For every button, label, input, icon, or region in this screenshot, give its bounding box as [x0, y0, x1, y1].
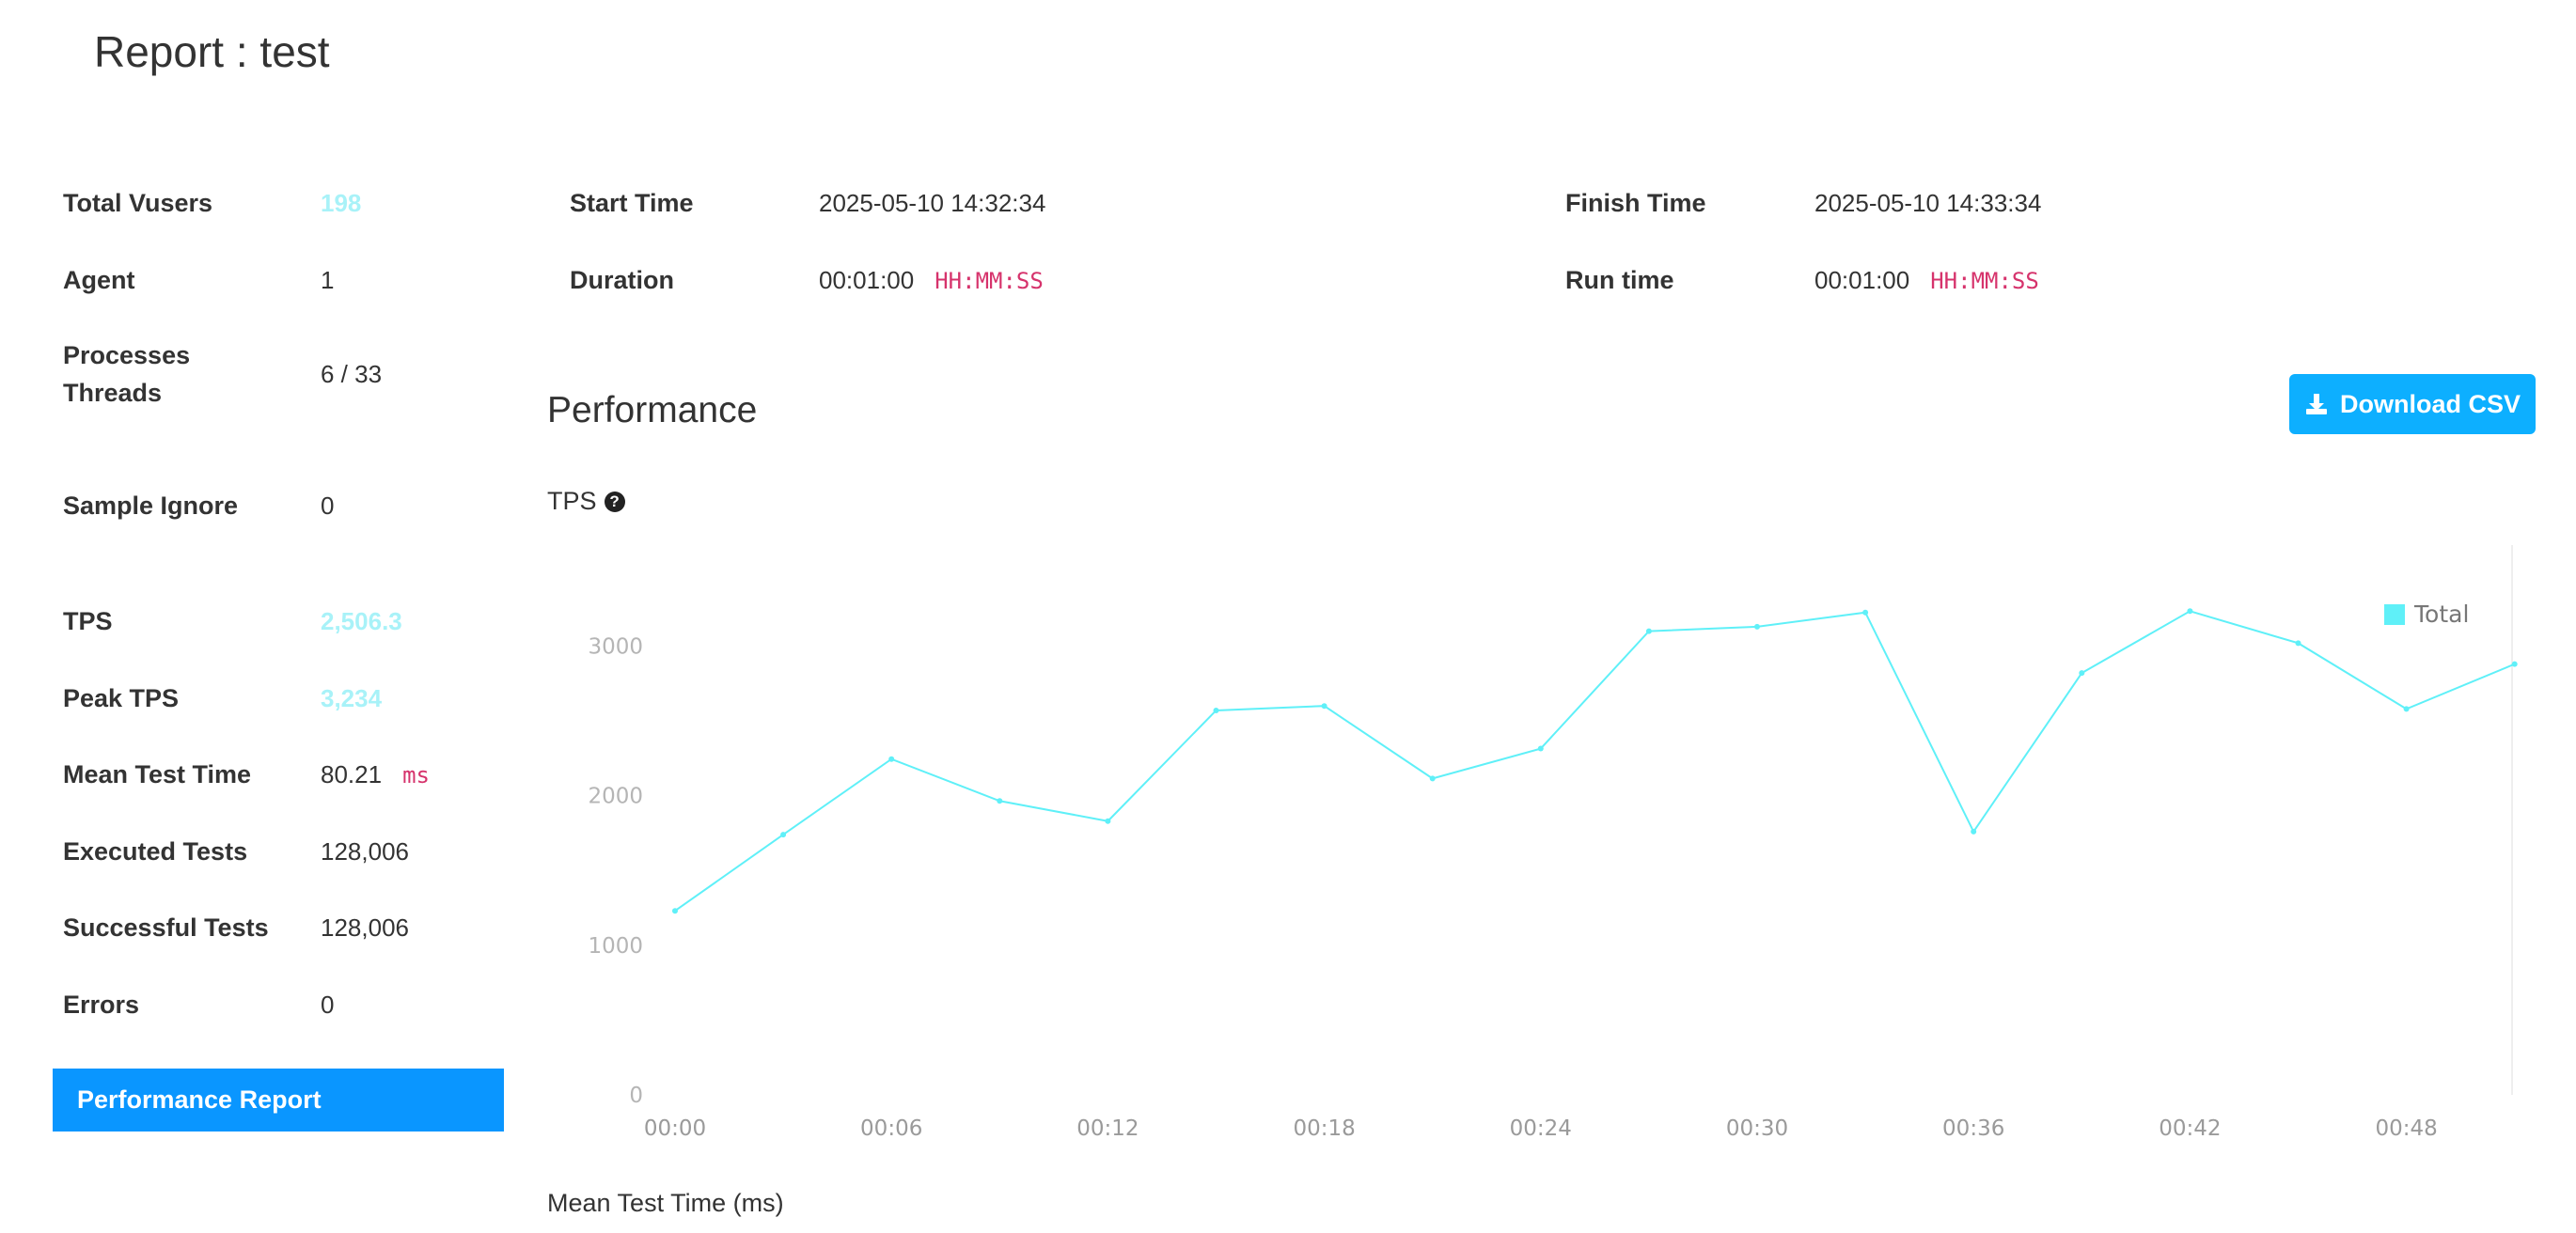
page-title: Report : test — [94, 27, 330, 76]
mean-test-time-value-group: 80.21 ms — [321, 756, 430, 794]
legend-swatch — [2384, 604, 2405, 625]
run-time-label: Run time — [1565, 266, 1674, 294]
x-tick-label: 00:18 — [1293, 1116, 1355, 1141]
finish-time-label: Finish Time — [1565, 189, 1706, 217]
x-tick-label: 00:00 — [644, 1116, 706, 1141]
processes-label: Processes — [63, 341, 191, 369]
y-tick-label: 3000 — [588, 635, 643, 660]
processes-threads-value: 6 / 33 — [321, 360, 383, 388]
legend-label: Total — [2413, 601, 2469, 628]
performance-section-title: Performance — [547, 390, 758, 430]
peak-tps-label: Peak TPS — [63, 684, 180, 712]
agent-label: Agent — [63, 266, 135, 294]
data-point — [2079, 670, 2085, 677]
data-point — [1537, 745, 1544, 752]
executed-tests-value: 128,006 — [321, 837, 409, 866]
data-point — [1754, 623, 1760, 630]
run-time-value-group: 00:01:00 HH:MM:SS — [1814, 261, 2039, 300]
tps-chart-label: TPS ? — [547, 487, 625, 516]
series-line-total — [674, 610, 2516, 913]
start-time-label: Start Time — [570, 189, 694, 217]
data-point — [2511, 661, 2518, 667]
y-tick-label: 0 — [629, 1084, 643, 1108]
data-point — [1645, 628, 1652, 634]
data-point — [1213, 707, 1219, 713]
x-tick-label: 00:48 — [2375, 1116, 2437, 1141]
data-point — [780, 832, 787, 838]
performance-report-button[interactable]: Performance Report — [53, 1069, 504, 1132]
x-tick-label: 00:42 — [2159, 1116, 2221, 1141]
data-point — [1862, 609, 1869, 616]
data-point — [997, 798, 1003, 804]
download-icon — [2305, 394, 2327, 414]
tps-label: TPS — [63, 607, 113, 635]
data-point — [1429, 775, 1436, 782]
executed-tests-label: Executed Tests — [63, 837, 248, 866]
tps-chart-title: TPS — [547, 487, 597, 515]
mean-test-time-value: 80.21 — [321, 760, 383, 788]
run-time-unit: HH:MM:SS — [1930, 268, 2039, 294]
data-point — [2187, 608, 2193, 615]
mean-test-time-chart-label: Mean Test Time (ms) — [547, 1189, 784, 1217]
tps-value: 2,506.3 — [321, 607, 402, 635]
y-tick-label: 1000 — [588, 934, 643, 959]
successful-tests-label: Successful Tests — [63, 913, 269, 942]
data-point — [2403, 706, 2410, 712]
x-tick-label: 00:24 — [1510, 1116, 1572, 1141]
mean-test-time-label: Mean Test Time — [63, 760, 252, 788]
total-vusers-label: Total Vusers — [63, 189, 213, 217]
data-point — [1105, 818, 1111, 824]
x-tick-label: 00:30 — [1726, 1116, 1788, 1141]
total-vusers-value: 198 — [321, 189, 362, 217]
data-point — [1321, 703, 1327, 710]
sample-ignore-label: Sample Ignore — [63, 492, 239, 520]
download-csv-label: Download CSV — [2339, 389, 2521, 418]
threads-label: Threads — [63, 379, 163, 407]
data-point — [672, 908, 678, 914]
x-tick-label: 00:06 — [860, 1116, 922, 1141]
x-tick-label: 00:12 — [1076, 1116, 1139, 1141]
duration-value-group: 00:01:00 HH:MM:SS — [819, 261, 1044, 300]
run-time-value: 00:01:00 — [1814, 266, 1910, 294]
tps-line-chart: 0 1000 2000 3000 00:00 00:06 00:12 00:18 00:24 00… — [588, 545, 2518, 1141]
successful-tests-value: 128,006 — [321, 913, 409, 942]
agent-value: 1 — [321, 266, 335, 294]
peak-tps-value: 3,234 — [321, 684, 383, 712]
duration-unit: HH:MM:SS — [935, 268, 1044, 294]
data-point — [1971, 828, 1977, 835]
finish-time-value: 2025-05-10 14:33:34 — [1814, 189, 2042, 217]
start-time-value: 2025-05-10 14:32:34 — [819, 189, 1046, 217]
duration-label: Duration — [570, 266, 674, 294]
errors-value: 0 — [321, 991, 335, 1019]
data-point — [2295, 640, 2301, 647]
errors-label: Errors — [63, 991, 140, 1019]
x-tick-label: 00:36 — [1942, 1116, 2004, 1141]
download-csv-button[interactable]: Download CSV — [2289, 374, 2536, 434]
sample-ignore-value: 0 — [321, 492, 335, 520]
data-point — [888, 756, 895, 762]
duration-value: 00:01:00 — [819, 266, 915, 294]
mean-test-time-unit: ms — [402, 762, 430, 788]
y-tick-label: 2000 — [588, 785, 643, 809]
question-circle-icon[interactable]: ? — [604, 491, 625, 512]
